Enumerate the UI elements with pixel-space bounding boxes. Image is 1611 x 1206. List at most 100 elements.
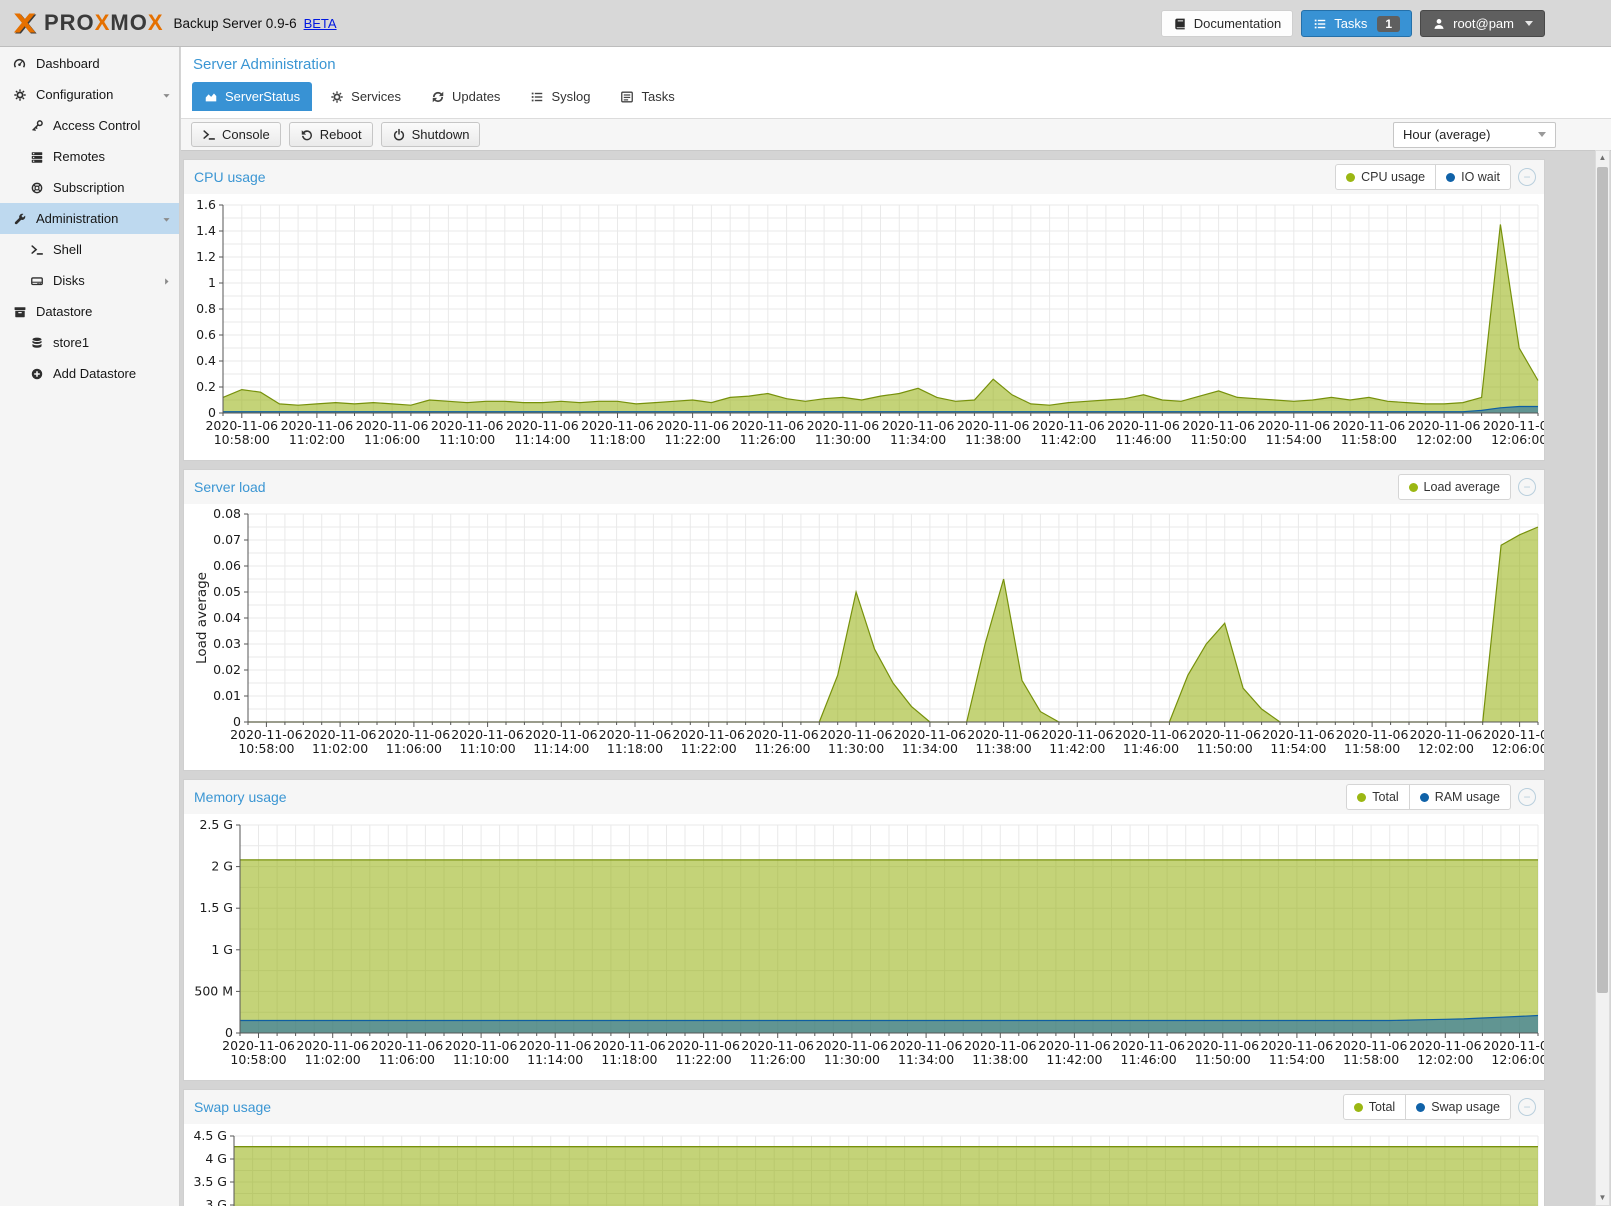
scrollbar-thumb[interactable] xyxy=(1597,167,1608,993)
svg-text:11:54:00: 11:54:00 xyxy=(1270,741,1326,756)
svg-text:2020-11-06: 2020-11-06 xyxy=(967,727,1040,742)
scroll-up-button[interactable]: ▲ xyxy=(1596,151,1609,165)
scroll-down-button[interactable]: ▼ xyxy=(1596,1191,1609,1205)
support-icon xyxy=(27,181,46,195)
caret-down-icon xyxy=(1525,21,1533,26)
svg-text:0.05: 0.05 xyxy=(213,584,241,599)
legend-dot xyxy=(1354,1103,1363,1112)
svg-text:11:30:00: 11:30:00 xyxy=(824,1052,880,1067)
tachometer-icon xyxy=(10,56,29,71)
sidebar-item-administration[interactable]: Administration xyxy=(0,203,179,234)
user-icon xyxy=(1432,17,1446,31)
svg-text:0.4: 0.4 xyxy=(196,353,216,368)
disk-icon xyxy=(27,274,46,288)
proxmox-x-logo-icon xyxy=(12,11,40,36)
tab-services[interactable]: Services xyxy=(318,82,413,111)
svg-text:2020-11-06: 2020-11-06 xyxy=(894,727,967,742)
legend-dot xyxy=(1446,173,1455,182)
collapse-panel-button[interactable] xyxy=(1518,478,1536,496)
sidebar-item-remotes[interactable]: Remotes xyxy=(0,141,179,172)
svg-text:2020-11-06: 2020-11-06 xyxy=(816,1038,889,1053)
sidebar-item-store1[interactable]: store1 xyxy=(0,327,179,358)
svg-text:11:26:00: 11:26:00 xyxy=(740,432,796,447)
svg-text:11:50:00: 11:50:00 xyxy=(1195,1052,1251,1067)
sidebar-item-dashboard[interactable]: Dashboard xyxy=(0,48,179,79)
svg-text:2020-11-06: 2020-11-06 xyxy=(431,418,504,433)
chevron-down-icon xyxy=(1538,132,1546,137)
reboot-button[interactable]: Reboot xyxy=(289,122,373,147)
svg-text:11:34:00: 11:34:00 xyxy=(902,741,958,756)
sidebar-item-subscription[interactable]: Subscription xyxy=(0,172,179,203)
tasks-count-badge: 1 xyxy=(1377,16,1400,32)
legend-item-io-wait[interactable]: IO wait xyxy=(1435,165,1510,189)
legend-item-cpu-usage[interactable]: CPU usage xyxy=(1336,165,1435,189)
svg-text:10:58:00: 10:58:00 xyxy=(238,741,294,756)
collapse-panel-button[interactable] xyxy=(1518,788,1536,806)
shutdown-button[interactable]: Shutdown xyxy=(381,122,481,147)
svg-text:2020-11-06: 2020-11-06 xyxy=(1038,1038,1111,1053)
svg-text:2020-11-06: 2020-11-06 xyxy=(741,1038,814,1053)
tab-tasks[interactable]: Tasks xyxy=(608,82,686,111)
svg-text:0.08: 0.08 xyxy=(213,506,241,521)
tab-syslog[interactable]: Syslog xyxy=(518,82,602,111)
sidebar-item-label: Datastore xyxy=(36,304,92,319)
svg-text:2020-11-06: 2020-11-06 xyxy=(1262,727,1335,742)
svg-text:2020-11-06: 2020-11-06 xyxy=(1409,1038,1482,1053)
console-button[interactable]: Console xyxy=(191,122,281,147)
svg-text:2.5 G: 2.5 G xyxy=(199,817,233,832)
legend-item-load-average[interactable]: Load average xyxy=(1399,475,1510,499)
panel-title: Server load xyxy=(194,479,266,495)
svg-text:11:06:00: 11:06:00 xyxy=(379,1052,435,1067)
sidebar-item-access-control[interactable]: Access Control xyxy=(0,110,179,141)
svg-text:12:02:00: 12:02:00 xyxy=(1417,1052,1473,1067)
list-icon xyxy=(530,90,544,104)
sidebar-item-label: Access Control xyxy=(53,118,140,133)
sidebar-item-label: Administration xyxy=(36,211,118,226)
vertical-scrollbar[interactable]: ▲ ▼ xyxy=(1595,150,1610,1206)
legend-item-total[interactable]: Total xyxy=(1347,785,1408,809)
sidebar-item-disks[interactable]: Disks xyxy=(0,265,179,296)
collapse-panel-button[interactable] xyxy=(1518,168,1536,186)
caret-down-icon xyxy=(161,89,172,100)
terminal-icon xyxy=(202,128,216,142)
sidebar-item-configuration[interactable]: Configuration xyxy=(0,79,179,110)
svg-text:0.02: 0.02 xyxy=(213,662,241,677)
svg-text:2020-11-06: 2020-11-06 xyxy=(356,418,429,433)
tab-updates[interactable]: Updates xyxy=(419,82,512,111)
beta-link[interactable]: BETA xyxy=(304,16,337,31)
svg-text:2020-11-06: 2020-11-06 xyxy=(1483,1038,1544,1053)
sidebar-item-shell[interactable]: Shell xyxy=(0,234,179,265)
svg-text:11:18:00: 11:18:00 xyxy=(601,1052,657,1067)
svg-text:2020-11-06: 2020-11-06 xyxy=(525,727,598,742)
tasks-icon xyxy=(620,90,634,104)
svg-text:3 G: 3 G xyxy=(205,1197,227,1206)
collapse-panel-button[interactable] xyxy=(1518,1098,1536,1116)
svg-text:1.6: 1.6 xyxy=(196,197,216,212)
svg-text:1: 1 xyxy=(208,275,216,290)
svg-text:11:46:00: 11:46:00 xyxy=(1123,741,1179,756)
svg-text:2020-11-06: 2020-11-06 xyxy=(281,418,354,433)
documentation-button[interactable]: Documentation xyxy=(1161,10,1293,37)
sidebar-item-add-datastore[interactable]: Add Datastore xyxy=(0,358,179,389)
svg-text:11:02:00: 11:02:00 xyxy=(305,1052,361,1067)
tab-serverstatus[interactable]: ServerStatus xyxy=(192,82,312,111)
timeframe-select[interactable]: Hour (average) xyxy=(1393,122,1556,148)
cpu-usage-panel: CPU usage CPU usage IO wait 1.61.41.210.… xyxy=(183,159,1545,461)
user-menu-button[interactable]: root@pam xyxy=(1420,10,1545,37)
svg-text:11:14:00: 11:14:00 xyxy=(533,741,589,756)
app-version: Backup Server 0.9-6 xyxy=(174,16,297,31)
sidebar-item-datastore[interactable]: Datastore xyxy=(0,296,179,327)
svg-text:2020-11-06: 2020-11-06 xyxy=(1333,418,1406,433)
server-load-chart: 0.080.070.060.050.040.030.020.0102020-11… xyxy=(184,504,1544,770)
legend-item-total[interactable]: Total xyxy=(1344,1095,1405,1119)
svg-text:2020-11-06: 2020-11-06 xyxy=(1188,727,1261,742)
svg-text:0.8: 0.8 xyxy=(196,301,216,316)
svg-text:2020-11-06: 2020-11-06 xyxy=(205,418,278,433)
legend-item-swap-usage[interactable]: Swap usage xyxy=(1405,1095,1510,1119)
svg-text:11:02:00: 11:02:00 xyxy=(312,741,368,756)
tasks-button[interactable]: Tasks 1 xyxy=(1301,10,1412,37)
archive-icon xyxy=(10,305,29,319)
svg-text:2020-11-06: 2020-11-06 xyxy=(230,727,303,742)
remotes-icon xyxy=(27,150,46,164)
legend-item-ram-usage[interactable]: RAM usage xyxy=(1409,785,1510,809)
